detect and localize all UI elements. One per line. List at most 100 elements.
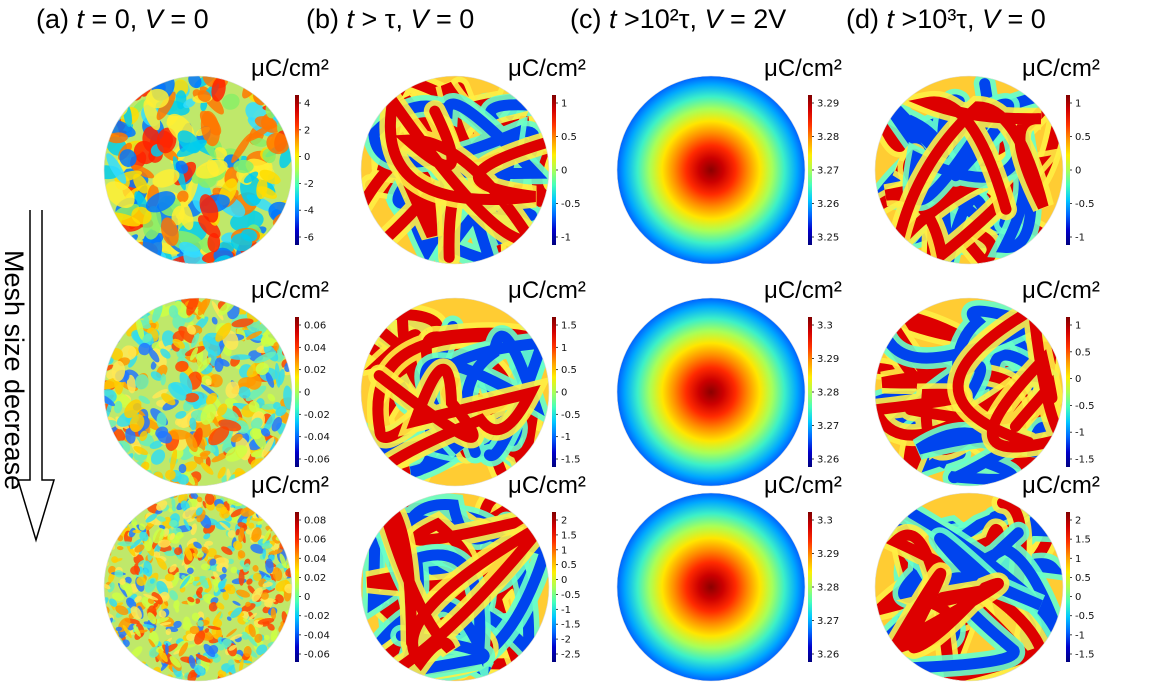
colorbar-tick-label: 0.5 bbox=[1075, 347, 1091, 358]
panel-d-2: 1 0.5 0 -0.5 -1 -1.5 μC/cm² bbox=[874, 277, 1151, 500]
colorbar-tick-label: -1.5 bbox=[1075, 650, 1095, 661]
colorbar-tick-label: 0 bbox=[304, 152, 310, 163]
colorbar-tick-label: -0.04 bbox=[304, 630, 330, 641]
colorbar-tick-label: -1 bbox=[561, 233, 571, 244]
colorbar-unit-label: μC/cm² bbox=[1022, 472, 1100, 499]
colorbar-unit-label: μC/cm² bbox=[508, 472, 586, 499]
colorbar-tick-label: 1.5 bbox=[561, 530, 577, 541]
colorbar-tick-label: -0.5 bbox=[1075, 199, 1095, 210]
field-map-d-2: 1 0.5 0 -0.5 -1 -1.5 bbox=[874, 297, 1095, 487]
colorbar-tick-label: 0 bbox=[1075, 374, 1081, 385]
colorbar-tick-label: 1.5 bbox=[1075, 535, 1091, 546]
colorbar-tick-label: -0.02 bbox=[304, 410, 330, 421]
colorbar-tick-label: 3.28 bbox=[817, 132, 839, 143]
panel-c-3: 3.3 3.29 3.28 3.27 3.26 μC/cm² bbox=[616, 472, 906, 695]
colorbar bbox=[295, 512, 299, 662]
column-title-d: (d) t >10³τ, V = 0 bbox=[846, 4, 1046, 34]
colorbar bbox=[1066, 512, 1070, 662]
colorbar-tick-label: -1.5 bbox=[561, 620, 581, 631]
down-arrow-icon bbox=[16, 210, 56, 543]
colorbar-unit-label: μC/cm² bbox=[251, 472, 329, 499]
colorbar-tick-label: -1 bbox=[561, 432, 571, 443]
colorbar-tick-label: -1.5 bbox=[1075, 455, 1095, 466]
panel-b-2: 1.5 1 0.5 0 -0.5 -1 -1.5 μC/cm² bbox=[360, 277, 650, 500]
colorbar-tick-label: -0.02 bbox=[304, 611, 330, 622]
colorbar bbox=[552, 512, 556, 662]
colorbar-tick-label: 0 bbox=[1075, 166, 1081, 177]
panel-d-1: 1 0.5 0 -0.5 -1 μC/cm² bbox=[874, 55, 1151, 278]
colorbar bbox=[552, 317, 556, 467]
colorbar-tick-label: -2 bbox=[304, 179, 314, 190]
colorbar-tick-label: -4 bbox=[304, 206, 314, 217]
colorbar-tick-label: -0.5 bbox=[561, 199, 581, 210]
colorbar-tick-label: 2 bbox=[561, 516, 567, 527]
colorbar-tick-label: 0.5 bbox=[1075, 573, 1091, 584]
colorbar-tick-label: 0.06 bbox=[304, 535, 326, 546]
field-map-b-2: 1.5 1 0.5 0 -0.5 -1 -1.5 bbox=[360, 297, 581, 487]
colorbar-unit-label: μC/cm² bbox=[764, 472, 842, 499]
colorbar-tick-label: 0.02 bbox=[304, 573, 326, 584]
colorbar-tick-label: 0 bbox=[561, 388, 567, 399]
column-title-b: (b) t > τ, V = 0 bbox=[306, 4, 475, 34]
colorbar-tick-label: 4 bbox=[304, 99, 310, 110]
colorbar-tick-label: 1 bbox=[561, 99, 567, 110]
colorbar bbox=[808, 512, 812, 662]
field-map-d-1: 1 0.5 0 -0.5 -1 bbox=[874, 75, 1095, 265]
colorbar-unit-label: μC/cm² bbox=[764, 277, 842, 304]
colorbar-tick-label: 3.28 bbox=[817, 583, 839, 594]
colorbar-tick-label: 0.5 bbox=[561, 132, 577, 143]
colorbar-tick-label: -0.06 bbox=[304, 455, 330, 466]
colorbar-unit-label: μC/cm² bbox=[251, 55, 329, 82]
colorbar-tick-label: 3.3 bbox=[817, 516, 833, 527]
colorbar-tick-label: 3.29 bbox=[817, 354, 839, 365]
colorbar-tick-label: -0.5 bbox=[1075, 611, 1095, 622]
colorbar-tick-label: 3.28 bbox=[817, 388, 839, 399]
colorbar-tick-label: 1 bbox=[1075, 321, 1081, 332]
field-map-c-2: 3.3 3.29 3.28 3.27 3.26 bbox=[616, 297, 839, 487]
colorbar bbox=[1066, 95, 1070, 245]
colorbar bbox=[295, 95, 299, 245]
colorbar-unit-label: μC/cm² bbox=[251, 277, 329, 304]
field-map-c-1: 3.29 3.28 3.27 3.26 3.25 bbox=[616, 75, 839, 265]
colorbar-tick-label: -0.5 bbox=[1075, 401, 1095, 412]
colorbar bbox=[1066, 317, 1070, 467]
colorbar-tick-label: -1 bbox=[561, 605, 571, 616]
colorbar-tick-label: 1 bbox=[1075, 554, 1081, 565]
colorbar-tick-label: 0.5 bbox=[1075, 132, 1091, 143]
colorbar-tick-label: -2 bbox=[561, 635, 571, 646]
colorbar-tick-label: -0.04 bbox=[304, 432, 330, 443]
column-title-a: (a) t = 0, V = 0 bbox=[36, 4, 209, 34]
panel-a-2: 0.06 0.04 0.02 0 -0.02 -0.04 -0.06 μC/cm² bbox=[103, 277, 393, 500]
colorbar-unit-label: μC/cm² bbox=[1022, 277, 1100, 304]
colorbar bbox=[808, 95, 812, 245]
colorbar-tick-label: 0 bbox=[1075, 592, 1081, 603]
colorbar-tick-label: 3.27 bbox=[817, 166, 839, 177]
field-map-a-2: 0.06 0.04 0.02 0 -0.02 -0.04 -0.06 bbox=[103, 297, 330, 487]
colorbar-tick-label: 3.27 bbox=[817, 421, 839, 432]
colorbar-tick-label: -0.5 bbox=[561, 590, 581, 601]
colorbar-unit-label: μC/cm² bbox=[508, 55, 586, 82]
colorbar-tick-label: 2 bbox=[304, 125, 310, 136]
colorbar bbox=[808, 317, 812, 467]
panel-b-3: 2 1.5 1 0.5 0 -0.5 -1 -1.5 -2 -2.5 μC/cm² bbox=[360, 472, 650, 695]
colorbar-tick-label: 1 bbox=[561, 343, 567, 354]
field-map-b-3: 2 1.5 1 0.5 0 -0.5 -1 -1.5 -2 -2.5 bbox=[360, 492, 581, 682]
panel-a-3: 0.08 0.06 0.04 0.02 0 -0.02 -0.04 -0.06 μC/cm² bbox=[103, 472, 393, 695]
colorbar-tick-label: -1 bbox=[1075, 428, 1085, 439]
colorbar-tick-label: 3.26 bbox=[817, 199, 839, 210]
colorbar-unit-label: μC/cm² bbox=[508, 277, 586, 304]
colorbar-tick-label: -6 bbox=[304, 233, 314, 244]
colorbar-unit-label: μC/cm² bbox=[764, 55, 842, 82]
colorbar-tick-label: 3.26 bbox=[817, 650, 839, 661]
colorbar-tick-label: 0.02 bbox=[304, 365, 326, 376]
side-label-group: Mesh size decrease bbox=[0, 210, 56, 550]
colorbar-tick-label: -0.5 bbox=[561, 410, 581, 421]
colorbar-tick-label: 0.06 bbox=[304, 321, 326, 332]
colorbar-tick-label: 3.26 bbox=[817, 455, 839, 466]
field-map-a-3: 0.08 0.06 0.04 0.02 0 -0.02 -0.04 -0.06 bbox=[103, 492, 330, 682]
panel-b-1: 1 0.5 0 -0.5 -1 μC/cm² bbox=[360, 55, 650, 278]
colorbar-tick-label: -1.5 bbox=[561, 455, 581, 466]
field-map-d-3: 2 1.5 1 0.5 0 -0.5 -1 -1.5 bbox=[874, 492, 1095, 682]
field-map-a-1: 4 2 0 -2 -4 -6 bbox=[103, 75, 314, 265]
colorbar-unit-label: μC/cm² bbox=[1022, 55, 1100, 82]
